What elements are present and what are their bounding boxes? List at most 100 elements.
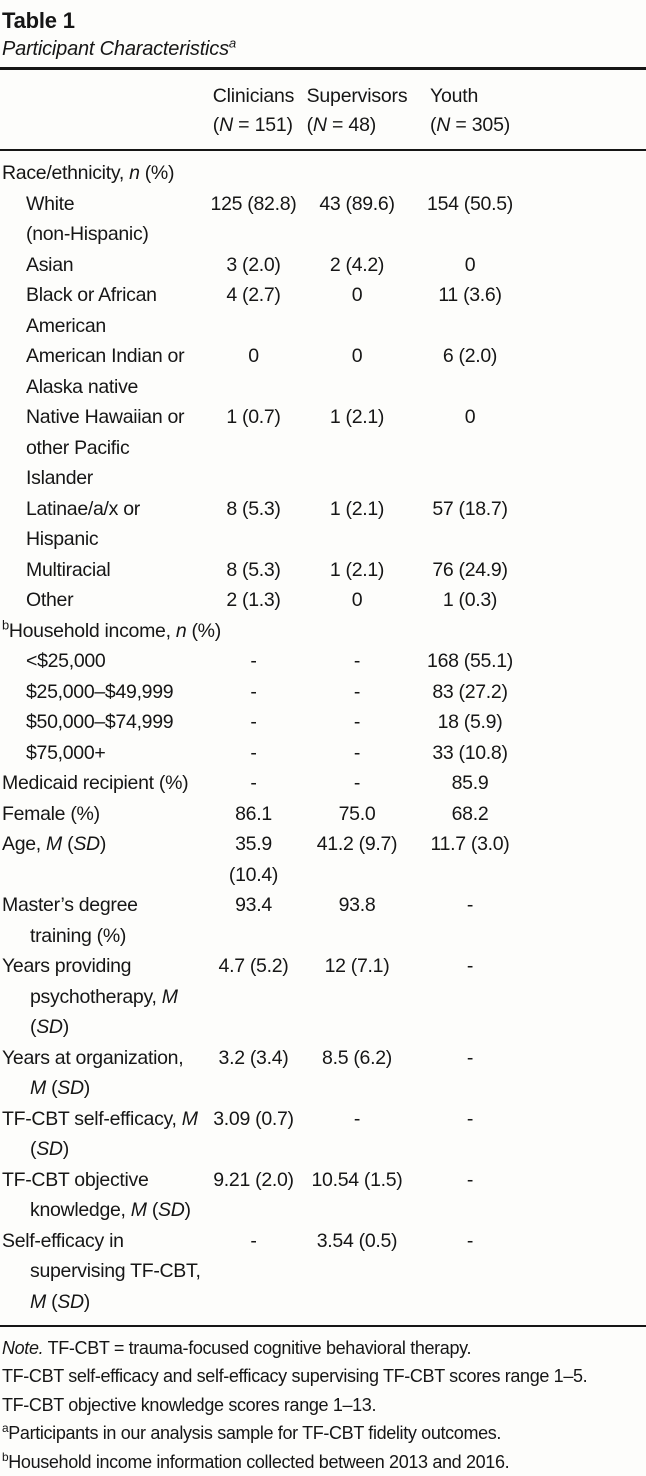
column-header-text: Supervisors (N = 48) — [306, 85, 408, 136]
note-line: aParticipants in our analysis sample for… — [2, 1421, 502, 1444]
cell-value: 8.5 (6.2) — [322, 1046, 392, 1069]
row-spacer — [528, 616, 646, 647]
table-row: Native Hawaiian or other Pacific Islander 1… — [0, 402, 646, 494]
cell-value: - — [353, 711, 361, 733]
table-row: Multiracial 8 (5.3) 1 (2.1) 76 (24.9) — [0, 555, 646, 586]
row-label: White (non-Hispanic) — [26, 192, 149, 246]
cell-value: 3.2 (3.4) — [218, 1046, 289, 1069]
cell-value — [205, 150, 302, 189]
cell-value — [412, 616, 528, 647]
table-header: Clinicians (N = 151) Supervisors (N = 48) … — [0, 68, 646, 151]
cell-value: 154 (50.5) — [427, 192, 513, 215]
table-row: Years providing psychotherapy, M (SD) 4.7 (… — [0, 951, 646, 1043]
cell-value: - — [353, 741, 361, 764]
row-spacer — [528, 341, 646, 402]
column-header-supervisors: Supervisors (N = 48) — [302, 68, 412, 151]
column-header-text: Youth (N = 305) — [429, 85, 511, 136]
table-title: Table 1 — [2, 8, 75, 33]
cell-value: 3.54 (0.5) — [316, 1229, 398, 1252]
cell-value: - — [250, 650, 257, 672]
row-label: Asian — [26, 253, 74, 276]
cell-value: - — [250, 680, 257, 703]
row-spacer — [528, 280, 646, 341]
row-label: <$25,000 — [26, 650, 106, 672]
table-row: Race/ethnicity, n (%) — [0, 150, 646, 189]
row-label: Medicaid recipient (%) — [2, 772, 189, 794]
row-label: $50,000–$74,999 — [26, 711, 174, 733]
cell-value: 86.1 — [235, 802, 272, 825]
cell-value: - — [250, 1229, 257, 1252]
cell-value: 125 (82.8) — [210, 192, 297, 215]
cell-value: 1 (0.3) — [442, 589, 498, 611]
row-spacer — [528, 799, 646, 830]
cell-value: 0 — [351, 345, 363, 367]
table-row: Latinae/a/x or Hispanic 8 (5.3) 1 (2.1) 57 (… — [0, 494, 646, 555]
cell-value: - — [466, 894, 474, 916]
note-line: Note. TF-CBT = trauma-focused cognitive … — [2, 1338, 472, 1358]
table-row: <$25,000 - - 168 (55.1) — [0, 646, 646, 677]
row-spacer — [528, 951, 646, 1043]
cell-value: 93.4 — [235, 894, 272, 916]
row-spacer — [528, 555, 646, 586]
cell-value: 1 (2.1) — [329, 406, 385, 428]
cell-value: 2 (4.2) — [329, 253, 385, 276]
header-spacer — [0, 68, 205, 151]
cell-value: 1 (2.1) — [329, 497, 385, 520]
row-label: bHousehold income, n (%) — [2, 617, 221, 642]
cell-value: 35.9 (10.4) — [228, 833, 279, 886]
cell-value: - — [353, 772, 361, 794]
cell-value: 4.7 (5.2) — [218, 955, 289, 977]
row-label: Age, M (SD) — [2, 833, 107, 855]
row-spacer — [528, 829, 646, 890]
row-spacer — [528, 585, 646, 616]
cell-value: - — [250, 711, 257, 733]
row-label: $75,000+ — [26, 741, 106, 764]
table-row: Self-efficacy in supervising TF-CBT, M (SD… — [0, 1226, 646, 1327]
cell-value — [412, 150, 528, 189]
row-label: Race/ethnicity, n (%) — [2, 162, 175, 184]
cell-value: 12 (7.1) — [324, 955, 390, 977]
row-label: $25,000–$49,999 — [26, 680, 174, 703]
cell-value: 4 (2.7) — [226, 284, 281, 306]
row-spacer — [528, 1104, 646, 1165]
cell-value: 0 — [464, 253, 476, 276]
row-spacer — [528, 1165, 646, 1226]
cell-value: - — [466, 955, 474, 977]
cell-value: - — [466, 1229, 474, 1252]
cell-value: 43 (89.6) — [319, 192, 395, 215]
cell-value: 0 — [351, 284, 363, 306]
cell-value: 75.0 — [338, 802, 376, 825]
row-label: Native Hawaiian or other Pacific Islander — [26, 406, 185, 489]
cell-value: 8 (5.3) — [226, 497, 281, 520]
cell-value: 0 — [248, 345, 259, 367]
row-label: TF-CBT self-efficacy, M (SD) — [2, 1107, 198, 1161]
cell-value: 57 (18.7) — [432, 497, 508, 520]
participant-characteristics-table: Clinicians (N = 151) Supervisors (N = 48) … — [0, 67, 646, 1327]
table-row: White (non-Hispanic) 125 (82.8) 43 (89.6) 15… — [0, 189, 646, 250]
row-spacer — [528, 890, 646, 951]
row-label: American Indian or Alaska native — [26, 345, 185, 398]
row-label: Years providing psychotherapy, M (SD) — [2, 955, 178, 1038]
cell-value: 1 (0.7) — [226, 406, 281, 428]
cell-value: 11.7 (3.0) — [430, 833, 510, 855]
row-spacer — [528, 250, 646, 281]
row-spacer — [528, 768, 646, 799]
row-spacer — [528, 150, 646, 189]
note-line: bHousehold income information collected … — [2, 1449, 510, 1472]
row-label: Other — [26, 589, 74, 611]
cell-value: 6 (2.0) — [442, 345, 498, 367]
cell-value: - — [353, 680, 361, 703]
cell-value: - — [353, 1107, 361, 1130]
cell-value: 1 (2.1) — [329, 558, 385, 581]
cell-value: 11 (3.6) — [438, 284, 502, 306]
row-label: Black or African American — [26, 284, 157, 337]
column-header-youth: Youth (N = 305) — [412, 68, 528, 151]
header-row: Clinicians (N = 151) Supervisors (N = 48) … — [0, 68, 646, 151]
table-row: Age, M (SD) 35.9 (10.4) 41.2 (9.7) 11.7 (3.0… — [0, 829, 646, 890]
table-notes: Note. TF-CBT = trauma-focused cognitive … — [2, 1334, 646, 1476]
header-right-spacer — [528, 68, 646, 151]
cell-value: 10.54 (1.5) — [311, 1168, 403, 1191]
table-row: Medicaid recipient (%) - - 85.9 — [0, 768, 646, 799]
cell-value: 3.09 (0.7) — [213, 1107, 294, 1130]
